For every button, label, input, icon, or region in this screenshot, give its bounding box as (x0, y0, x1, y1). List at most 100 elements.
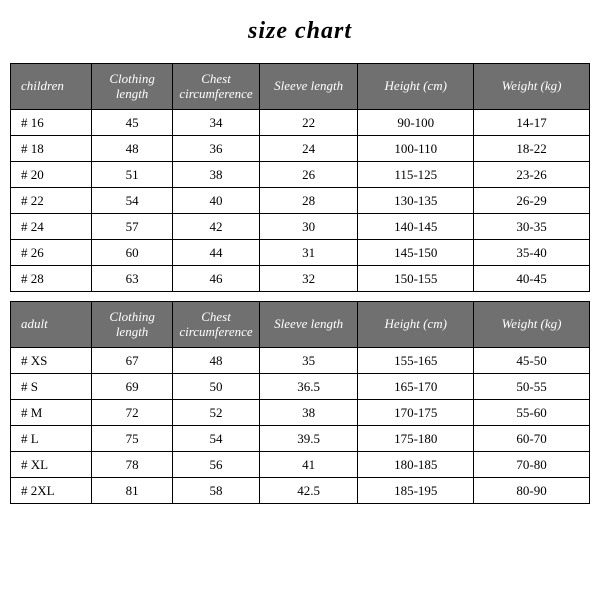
cell-value: 50-55 (474, 374, 590, 400)
cell-value: 54 (92, 188, 173, 214)
cell-value: 40 (173, 188, 260, 214)
cell-value: 56 (173, 452, 260, 478)
cell-value: 48 (173, 348, 260, 374)
cell-value: 40-45 (474, 266, 590, 292)
cell-value: 42.5 (259, 478, 357, 504)
cell-value: 175-180 (358, 426, 474, 452)
cell-value: 42 (173, 214, 260, 240)
cell-value: 26-29 (474, 188, 590, 214)
cell-value: 60 (92, 240, 173, 266)
cell-size: # 28 (11, 266, 92, 292)
cell-value: 36.5 (259, 374, 357, 400)
cell-value: 100-110 (358, 136, 474, 162)
size-chart-page: size chart children Clothing length Ches… (0, 0, 600, 600)
cell-value: 51 (92, 162, 173, 188)
cell-value: 150-155 (358, 266, 474, 292)
cell-value: 39.5 (259, 426, 357, 452)
cell-size: # 18 (11, 136, 92, 162)
cell-size: # 24 (11, 214, 92, 240)
cell-value: 38 (173, 162, 260, 188)
cell-size: # XS (11, 348, 92, 374)
cell-value: 23-26 (474, 162, 590, 188)
cell-value: 60-70 (474, 426, 590, 452)
table-row: # 28 63 46 32 150-155 40-45 (11, 266, 590, 292)
cell-value: 28 (259, 188, 357, 214)
cell-value: 32 (259, 266, 357, 292)
table-header-adult: adult Clothing length Chest circumferenc… (11, 302, 590, 348)
table-row: # 20 51 38 26 115-125 23-26 (11, 162, 590, 188)
table-row: # 16 45 34 22 90-100 14-17 (11, 110, 590, 136)
cell-value: 57 (92, 214, 173, 240)
cell-size: # 16 (11, 110, 92, 136)
cell-value: 54 (173, 426, 260, 452)
table-row: # M 72 52 38 170-175 55-60 (11, 400, 590, 426)
table-row: # XL 78 56 41 180-185 70-80 (11, 452, 590, 478)
table-row: # 18 48 36 24 100-110 18-22 (11, 136, 590, 162)
cell-size: # XL (11, 452, 92, 478)
cell-value: 35-40 (474, 240, 590, 266)
page-title: size chart (10, 18, 590, 45)
cell-value: 55-60 (474, 400, 590, 426)
cell-size: # 22 (11, 188, 92, 214)
header-clothing-length: Clothing length (92, 302, 173, 348)
cell-value: 75 (92, 426, 173, 452)
cell-value: 67 (92, 348, 173, 374)
cell-value: 24 (259, 136, 357, 162)
cell-value: 170-175 (358, 400, 474, 426)
header-chest-circumference: Chest circumference (173, 64, 260, 110)
cell-value: 26 (259, 162, 357, 188)
cell-value: 45 (92, 110, 173, 136)
cell-value: 35 (259, 348, 357, 374)
header-sleeve-length: Sleeve length (259, 302, 357, 348)
table-header-children: children Clothing length Chest circumfer… (11, 64, 590, 110)
cell-value: 18-22 (474, 136, 590, 162)
table-row: # 2XL 81 58 42.5 185-195 80-90 (11, 478, 590, 504)
header-weight: Weight (kg) (474, 302, 590, 348)
cell-size: # 26 (11, 240, 92, 266)
cell-value: 52 (173, 400, 260, 426)
cell-size: # 20 (11, 162, 92, 188)
size-chart-table: children Clothing length Chest circumfer… (10, 63, 590, 504)
table-row: # 22 54 40 28 130-135 26-29 (11, 188, 590, 214)
cell-value: 38 (259, 400, 357, 426)
header-height: Height (cm) (358, 64, 474, 110)
header-chest-circumference: Chest circumference (173, 302, 260, 348)
header-sleeve-length: Sleeve length (259, 64, 357, 110)
cell-value: 44 (173, 240, 260, 266)
table-row: # 26 60 44 31 145-150 35-40 (11, 240, 590, 266)
cell-value: 34 (173, 110, 260, 136)
cell-value: 70-80 (474, 452, 590, 478)
cell-value: 58 (173, 478, 260, 504)
cell-value: 48 (92, 136, 173, 162)
cell-size: # M (11, 400, 92, 426)
cell-value: 30-35 (474, 214, 590, 240)
cell-value: 90-100 (358, 110, 474, 136)
cell-value: 31 (259, 240, 357, 266)
cell-size: # L (11, 426, 92, 452)
cell-value: 72 (92, 400, 173, 426)
cell-value: 46 (173, 266, 260, 292)
cell-value: 22 (259, 110, 357, 136)
cell-value: 78 (92, 452, 173, 478)
cell-value: 45-50 (474, 348, 590, 374)
cell-value: 81 (92, 478, 173, 504)
cell-value: 80-90 (474, 478, 590, 504)
cell-value: 145-150 (358, 240, 474, 266)
table-row: # S 69 50 36.5 165-170 50-55 (11, 374, 590, 400)
cell-value: 130-135 (358, 188, 474, 214)
cell-value: 30 (259, 214, 357, 240)
cell-value: 50 (173, 374, 260, 400)
table-row: # 24 57 42 30 140-145 30-35 (11, 214, 590, 240)
header-clothing-length: Clothing length (92, 64, 173, 110)
cell-value: 115-125 (358, 162, 474, 188)
cell-size: # S (11, 374, 92, 400)
header-group-children: children (11, 64, 92, 110)
table-gap (11, 292, 590, 302)
cell-value: 63 (92, 266, 173, 292)
cell-value: 155-165 (358, 348, 474, 374)
cell-value: 165-170 (358, 374, 474, 400)
cell-value: 36 (173, 136, 260, 162)
cell-value: 140-145 (358, 214, 474, 240)
cell-value: 185-195 (358, 478, 474, 504)
cell-value: 14-17 (474, 110, 590, 136)
